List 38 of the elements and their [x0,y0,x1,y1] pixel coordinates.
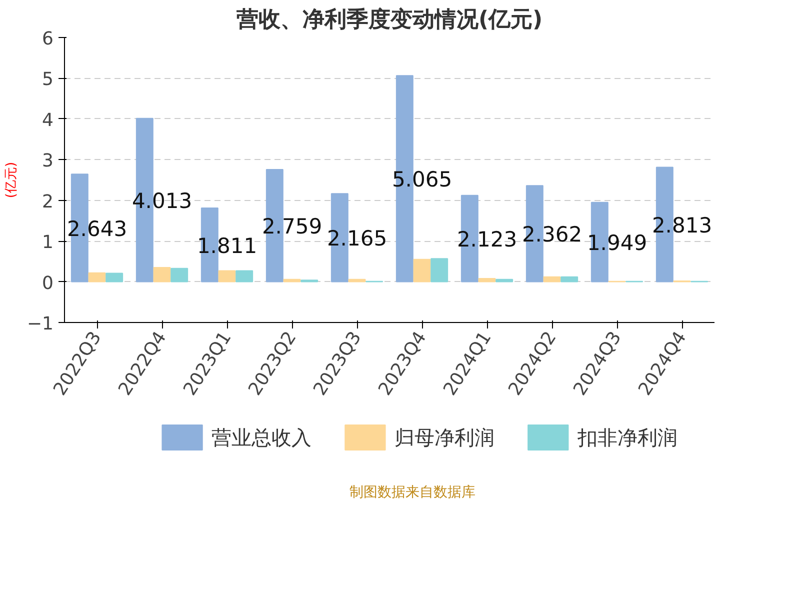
legend-label: 归母净利润 [394,426,495,450]
data-label: 2.643 [66,216,128,241]
bar [430,258,448,282]
y-tick-label: 5 [42,69,54,90]
data-label: 2.813 [652,214,712,238]
bar [170,268,188,282]
bar [88,272,106,282]
data-label: 1.949 [586,231,648,256]
bar [106,272,124,282]
legend-label: 营业总收入 [212,426,312,450]
data-label: 2.165 [326,226,388,251]
text: 制图数据来自数据库 [350,484,476,500]
bar [218,270,236,282]
bar [283,278,301,282]
data-label: 5.065 [392,168,452,192]
bar [543,276,561,282]
data-label: 2.362 [522,222,582,247]
y-tick-label: −1 [26,314,54,334]
data-label: 2.759 [262,214,322,239]
bar [413,258,431,282]
bar [496,278,514,282]
y-tick-label: 6 [42,28,54,50]
data-label: 4.013 [132,189,192,214]
bar [236,270,254,282]
bar [560,276,578,282]
y-axis-title: (亿元) [4,162,19,198]
data-label: 2.123 [456,228,518,252]
y-tick-label: 1 [42,232,54,254]
bar [478,278,496,282]
y-tick-label: 4 [42,110,54,131]
bar [153,267,171,282]
bar [348,278,366,282]
data-label: 1.811 [196,234,258,258]
y-tick-label: 2 [42,191,54,212]
y-tick-label: 3 [42,150,54,172]
chart-title: 营收、净利季度变动情况(亿元) [235,6,543,32]
y-tick-label: 0 [42,272,54,294]
legend-label: 扣非净利润 [576,426,678,450]
